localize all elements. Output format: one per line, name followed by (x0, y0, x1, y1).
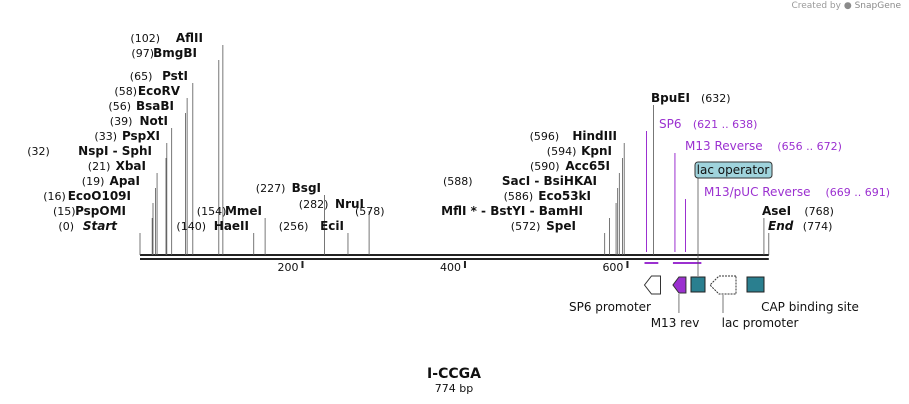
site-name-pspxi: PspXI (122, 129, 160, 143)
site-name-end: End (768, 219, 794, 233)
site-name-asei: AseI (762, 204, 791, 218)
site-name-saci-bsihkai: SacI - BsiHKAI (502, 174, 597, 188)
site-name-noti: NotI (140, 114, 169, 128)
site-name-bmgbi: BmgBI (153, 46, 197, 60)
primer-name-m13-reverse: M13 Reverse (685, 139, 763, 153)
site-position-haeii: (140) (176, 220, 206, 233)
site-position-ecorv: (58) (114, 85, 137, 98)
site-name-spei: SpeI (546, 219, 576, 233)
site-name-xbai: XbaI (116, 159, 146, 173)
site-position-start: (0) (58, 220, 74, 233)
site-name-psti: PstI (162, 69, 188, 83)
site-position-xbai: (21) (88, 160, 111, 173)
snapgene-logo-icon: ● (843, 1, 852, 11)
feature-label-sp6-promoter: SP6 promoter (569, 300, 651, 314)
sp6-promoter-arrow-icon (643, 275, 661, 295)
site-position-noti: (39) (110, 115, 133, 128)
sequence-length: 774 bp (435, 382, 473, 395)
site-name-ecorv: EcoRV (138, 84, 181, 98)
feature-label-m13-rev: M13 rev (651, 316, 700, 330)
primer-name-sp6: SP6 (659, 117, 682, 131)
site-name-mfli-bstyi-bamhi: MflI * - BstYI - BamHI (441, 204, 583, 218)
site-name-ecoo109i: EcoO109I (68, 189, 131, 203)
site-position-nspi-sphi: (32) (27, 145, 50, 158)
site-position-bpuei: (632) (701, 92, 731, 105)
lac-operator-tag (694, 161, 773, 179)
site-name-bsgi: BsgI (292, 181, 321, 195)
site-position-eco53ki: (586) (504, 190, 534, 203)
site-name-nspi-sphi: NspI - SphI (78, 144, 152, 158)
site-name-aflii: AflII (176, 31, 203, 45)
credit: Created by ● SnapGene (791, 1, 901, 11)
credit-prefix: Created by (791, 1, 841, 11)
site-position-psti: (65) (130, 70, 153, 83)
site-position-aflii: (102) (130, 32, 160, 45)
site-position-asei: (768) (804, 205, 834, 218)
cap-binding-site-box (746, 276, 765, 293)
site-position-end: (774) (803, 220, 833, 233)
site-name-acc65i: Acc65I (565, 159, 610, 173)
lac-operator-box (690, 276, 706, 293)
site-position-kpni: (594) (547, 145, 577, 158)
site-position-mfli-bstyi-bamhi: (578) (355, 205, 385, 218)
axis-tick-label-600: 600 (602, 261, 623, 274)
site-position-ecoo109i: (16) (43, 190, 66, 203)
primer-range-m13-puc-reverse: (669 .. 691) (826, 186, 891, 199)
site-position-bmgbi: (97) (131, 47, 154, 60)
site-name-hindiii: HindIII (572, 129, 617, 143)
site-position-bsgi: (227) (256, 182, 286, 195)
site-position-apai: (19) (82, 175, 105, 188)
site-name-bpuei: BpuEI (651, 91, 690, 105)
site-position-saci-bsihkai: (588) (443, 175, 473, 188)
site-position-pspxi: (33) (94, 130, 117, 143)
site-position-pspomi: (15) (53, 205, 76, 218)
axis-tick-label-200: 200 (277, 261, 298, 274)
lac-promoter-arrow-icon (709, 275, 737, 295)
site-name-pspomi: PspOMI (75, 204, 126, 218)
axis-tick-label-400: 400 (440, 261, 461, 274)
primer-range-m13-reverse: (656 .. 672) (777, 140, 842, 153)
site-position-ecii: (256) (279, 220, 309, 233)
site-name-mmei: MmeI (225, 204, 262, 218)
site-position-hindiii: (596) (530, 130, 560, 143)
site-name-kpni: KpnI (581, 144, 612, 158)
feature-label-lac-operator: lac operator (697, 163, 770, 177)
site-name-start: Start (83, 219, 118, 233)
credit-brand: SnapGene (854, 1, 901, 11)
m13-rev-arrow-icon (672, 276, 687, 294)
site-name-eco53ki: Eco53kI (538, 189, 591, 203)
site-position-acc65i: (590) (530, 160, 560, 173)
site-name-haeii: HaeII (214, 219, 249, 233)
site-name-apai: ApaI (110, 174, 140, 188)
sequence-name: I-CCGA (427, 366, 481, 382)
primer-name-m13-puc-reverse: M13/pUC Reverse (704, 185, 811, 199)
site-position-spei: (572) (511, 220, 541, 233)
site-name-bsabi: BsaBI (136, 99, 174, 113)
site-name-nrui: NruI (335, 197, 364, 211)
feature-label-cap-binding-site: CAP binding site (761, 300, 859, 314)
primer-range-sp6: (621 .. 638) (693, 118, 758, 131)
feature-label-lac-promoter: lac promoter (722, 316, 799, 330)
site-position-bsabi: (56) (108, 100, 131, 113)
site-position-nrui: (282) (299, 198, 329, 211)
site-name-ecii: EciI (320, 219, 344, 233)
site-position-mmei: (154) (197, 205, 227, 218)
